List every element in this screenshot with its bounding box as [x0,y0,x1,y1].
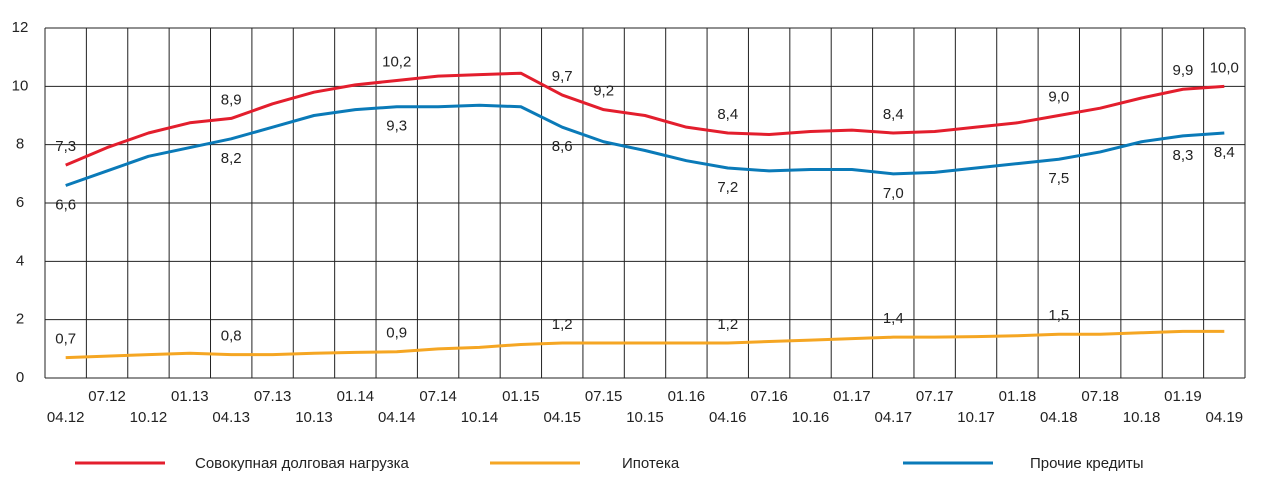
data-label: 1,5 [1048,307,1069,324]
x-tick-label: 07.18 [1081,388,1119,405]
data-label: 9,2 [593,83,614,100]
series-line [65,329,1225,360]
data-label: 1,2 [717,316,738,333]
data-label: 8,2 [221,150,242,167]
x-tick-label: 10.14 [461,409,499,426]
x-tick-label: 01.18 [999,388,1037,405]
series-line [65,71,1225,167]
y-tick-label: 4 [16,252,24,269]
data-label: 1,2 [552,316,573,333]
x-tick-label: 04.13 [212,409,250,426]
data-label: 0,7 [55,331,76,348]
data-label: 10,0 [1210,59,1239,76]
x-tick-label: 04.15 [543,409,581,426]
y-tick-label: 6 [16,194,24,211]
x-tick-label: 10.18 [1123,409,1161,426]
x-tick-label: 01.17 [833,388,871,405]
y-tick-label: 2 [16,311,24,328]
x-tick-label: 04.16 [709,409,747,426]
y-tick-label: 0 [16,369,24,386]
data-label: 9,9 [1173,62,1194,79]
data-label: 9,0 [1048,88,1069,105]
data-label: 0,9 [386,325,407,342]
x-tick-label: 01.13 [171,388,209,405]
data-label: 1,4 [883,310,904,327]
x-tick-label: 10.12 [130,409,168,426]
x-tick-label: 07.16 [750,388,788,405]
x-tick-label: 04.18 [1040,409,1078,426]
x-tick-label: 07.17 [916,388,954,405]
data-label: 8,3 [1173,147,1194,164]
x-tick-label: 07.13 [254,388,292,405]
x-tick-label: 10.16 [792,409,830,426]
y-tick-label: 12 [12,19,29,36]
x-tick-label: 10.17 [957,409,995,426]
x-tick-label: 07.15 [585,388,623,405]
legend-label: Прочие кредиты [1030,455,1144,472]
data-label: 8,6 [552,138,573,155]
data-label: 7,3 [55,138,76,155]
data-label: 8,4 [883,106,904,123]
data-label: 10,2 [382,53,411,70]
x-tick-label: 01.14 [337,388,375,405]
series-line [65,103,1225,187]
data-label: 8,4 [717,106,738,123]
x-tick-label: 10.15 [626,409,664,426]
x-tick-label: 07.12 [88,388,126,405]
data-label: 7,5 [1048,170,1069,187]
x-tick-label: 04.17 [875,409,913,426]
data-label: 9,3 [386,118,407,135]
y-tick-label: 10 [12,77,29,94]
x-tick-label: 01.15 [502,388,540,405]
x-tick-label: 04.14 [378,409,416,426]
x-tick-label: 07.14 [419,388,457,405]
x-tick-label: 04.12 [47,409,85,426]
x-tick-label: 04.19 [1206,409,1244,426]
data-label: 8,4 [1214,144,1235,161]
data-label: 7,2 [717,179,738,196]
legend-label: Совокупная долговая нагрузка [195,455,410,472]
legend-label: Ипотека [622,455,680,472]
data-label: 0,8 [221,328,242,345]
x-tick-label: 01.19 [1164,388,1202,405]
data-label: 9,7 [552,68,573,85]
y-tick-label: 8 [16,136,24,153]
data-label: 7,0 [883,185,904,202]
x-tick-label: 01.16 [668,388,706,405]
data-label: 6,6 [55,196,76,213]
x-tick-label: 10.13 [295,409,333,426]
data-label: 8,9 [221,91,242,108]
